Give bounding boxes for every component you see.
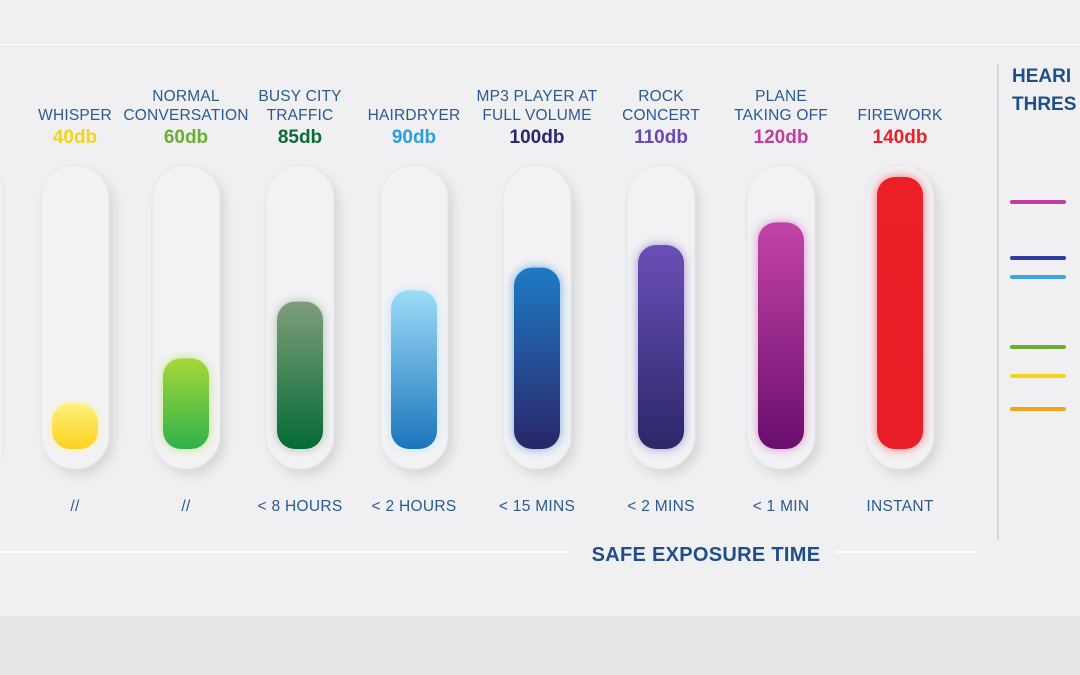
- bar: [758, 222, 804, 449]
- category-label: TRAFFIC: [267, 107, 334, 124]
- value-label: 40db: [53, 127, 97, 148]
- category-label: WHISPER: [38, 107, 112, 124]
- exposure-label: < 2 MINS: [627, 498, 694, 515]
- legend-title-2: THRES: [1012, 94, 1076, 115]
- value-label: 90db: [392, 127, 436, 148]
- category-label: CONVERSATION: [123, 107, 248, 124]
- category-label: MP3 PLAYER AT: [477, 88, 598, 105]
- bar: [277, 301, 323, 449]
- bar: [514, 267, 560, 449]
- value-label: 110db: [634, 127, 688, 148]
- exposure-label: < 2 HOURS: [372, 498, 457, 515]
- category-label: TAKING OFF: [734, 107, 828, 124]
- partial-track: [0, 176, 5, 460]
- bar: [391, 290, 437, 449]
- bar: [163, 358, 209, 449]
- category-label: FULL VOLUME: [482, 107, 591, 124]
- value-label: 100db: [510, 127, 565, 148]
- value-label: 120db: [754, 127, 809, 148]
- bar: [52, 403, 98, 449]
- category-label: BUSY CITY: [258, 88, 341, 105]
- exposure-label: //: [181, 498, 191, 515]
- x-axis-title: SAFE EXPOSURE TIME: [592, 544, 821, 566]
- category-label: ROCK: [638, 88, 684, 105]
- top-band: [0, 0, 1080, 44]
- category-label: PLANE: [755, 88, 807, 105]
- exposure-label: //: [70, 498, 80, 515]
- bar: [638, 245, 684, 449]
- bar: [877, 177, 923, 449]
- value-label: 60db: [164, 127, 208, 148]
- exposure-label: < 15 MINS: [499, 498, 575, 515]
- exposure-label: < 1 MIN: [753, 498, 810, 515]
- exposure-label: < 8 HOURS: [258, 498, 343, 515]
- bottom-band: [0, 616, 1080, 675]
- value-label: 140db: [873, 127, 928, 148]
- value-label: 85db: [278, 127, 322, 148]
- exposure-label: INSTANT: [866, 498, 933, 515]
- category-label: HAIRDRYER: [368, 107, 461, 124]
- category-label: CONCERT: [622, 107, 700, 124]
- legend-title-1: HEARI: [1012, 66, 1071, 87]
- category-label: NORMAL: [152, 88, 220, 105]
- category-label: FIREWORK: [857, 107, 943, 124]
- bar-track: [40, 164, 110, 470]
